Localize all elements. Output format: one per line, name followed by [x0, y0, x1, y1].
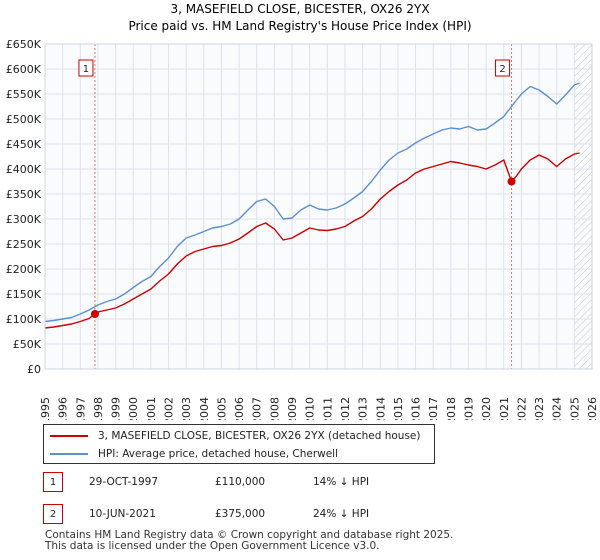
- chart-title: 3, MASEFIELD CLOSE, BICESTER, OX26 2YX: [170, 2, 429, 16]
- transaction-date: 10-JUN-2021: [89, 508, 156, 520]
- x-tick-label: 2006: [233, 397, 246, 420]
- sale-point: [90, 310, 99, 318]
- x-tick-label: 2003: [180, 397, 193, 420]
- y-tick-label: £550K: [6, 88, 42, 101]
- x-tick-label: 1998: [92, 397, 105, 420]
- transaction-price: £110,000: [215, 476, 266, 488]
- sale-marker-label: 1: [83, 64, 89, 75]
- x-tick-label: 2012: [339, 397, 352, 420]
- footer-note: Contains HM Land Registry data © Crown c…: [45, 530, 453, 552]
- transaction-marker-1: 1: [43, 472, 63, 492]
- y-tick-label: £500K: [6, 113, 42, 126]
- x-tick-label: 2010: [304, 397, 317, 420]
- x-tick-label: 2008: [268, 397, 281, 420]
- series-line-property: [44, 152, 580, 329]
- y-tick-label: £50K: [13, 338, 42, 351]
- transaction-hpi-diff: 24% ↓ HPI: [313, 508, 370, 520]
- plot-frame: [44, 43, 593, 370]
- x-tick-label: 2021: [498, 397, 511, 420]
- y-tick-label: £650K: [6, 38, 42, 51]
- legend-swatch-red: [50, 435, 88, 437]
- legend: 3, MASEFIELD CLOSE, BICESTER, OX26 2YX (…: [43, 424, 435, 464]
- x-tick-label: 2000: [127, 397, 140, 420]
- footer-licence: This data is licensed under the Open Gov…: [45, 540, 380, 552]
- x-tick-label: 2001: [145, 397, 158, 420]
- x-tick-label: 2004: [198, 397, 211, 420]
- sale-marker-label: 2: [499, 64, 505, 75]
- transaction-date: 29-OCT-1997: [89, 476, 158, 488]
- x-tick-label: 2023: [533, 397, 546, 420]
- x-tick-label: 1997: [74, 397, 87, 420]
- x-tick-label: 2005: [215, 397, 228, 420]
- x-tick-label: 1996: [57, 397, 70, 420]
- transaction-hpi-diff: 14% ↓ HPI: [313, 476, 370, 488]
- x-tick-label: 2019: [462, 397, 475, 420]
- x-tick-label: 2011: [321, 397, 334, 420]
- y-tick-label: £300K: [6, 213, 42, 226]
- x-tick-label: 2015: [392, 397, 405, 420]
- y-tick-label: £450K: [6, 138, 42, 151]
- y-tick-label: £150K: [6, 288, 42, 301]
- legend-label-hpi: HPI: Average price, detached house, Cher…: [98, 448, 339, 460]
- sale-point: [507, 177, 516, 186]
- plot-area: [45, 44, 592, 369]
- x-tick-label: 2014: [374, 397, 387, 420]
- x-tick-label: 2026: [586, 397, 599, 420]
- y-tick-label: £350K: [6, 188, 42, 201]
- x-tick-label: 2025: [568, 397, 581, 420]
- x-tick-label: 2022: [515, 397, 528, 420]
- y-tick-label: £600K: [6, 63, 42, 76]
- x-tick-label: 2020: [480, 397, 493, 420]
- legend-swatch-blue: [50, 453, 88, 455]
- y-tick-label: £400K: [6, 163, 42, 176]
- x-tick-label: 2002: [163, 397, 176, 420]
- transaction-marker-2: 2: [43, 504, 63, 524]
- x-tick-label: 2013: [357, 397, 370, 420]
- sale-marker-box: [495, 59, 511, 77]
- y-tick-label: £0: [27, 363, 41, 376]
- y-tick-label: £100K: [6, 313, 42, 326]
- x-tick-label: 2007: [251, 397, 264, 420]
- chart-subtitle: Price paid vs. HM Land Registry's House …: [128, 19, 471, 33]
- x-tick-label: 2016: [410, 397, 423, 420]
- x-tick-label: 1995: [39, 397, 52, 420]
- footer-copyright: Contains HM Land Registry data © Crown c…: [45, 529, 454, 541]
- x-tick-label: 2024: [551, 397, 564, 420]
- legend-item-hpi: HPI: Average price, detached house, Cher…: [44, 445, 338, 463]
- price-chart: 3, MASEFIELD CLOSE, BICESTER, OX26 2YX P…: [6, 2, 599, 420]
- x-tick-label: 2009: [286, 397, 299, 420]
- legend-label-property: 3, MASEFIELD CLOSE, BICESTER, OX26 2YX (…: [98, 430, 421, 442]
- x-tick-label: 1999: [110, 397, 123, 420]
- x-tick-label: 2017: [427, 397, 440, 420]
- y-tick-label: £250K: [6, 238, 42, 251]
- legend-item-property: 3, MASEFIELD CLOSE, BICESTER, OX26 2YX (…: [44, 427, 420, 445]
- transaction-price: £375,000: [215, 508, 266, 520]
- series-line-hpi: [44, 82, 580, 323]
- forecast-region: [574, 44, 592, 369]
- x-tick-label: 2018: [445, 397, 458, 420]
- sale-marker-box: [78, 59, 94, 77]
- y-tick-label: £200K: [6, 263, 42, 276]
